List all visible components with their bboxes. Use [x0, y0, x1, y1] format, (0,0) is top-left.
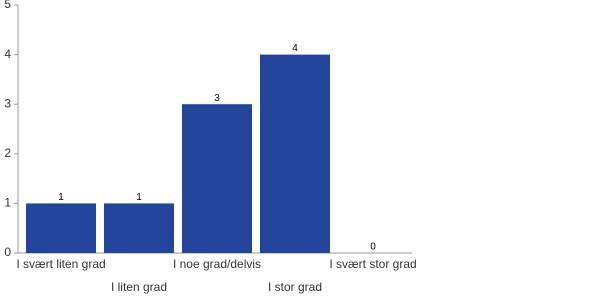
value-label: 4 [292, 43, 298, 54]
y-tick-label: 4 [4, 47, 11, 61]
y-tick-label: 5 [4, 0, 11, 11]
value-label: 3 [214, 93, 220, 104]
x-tick-label: I noe grad/delvis [173, 257, 261, 271]
y-tick-label: 3 [4, 96, 11, 110]
value-label: 1 [58, 192, 64, 203]
bar [26, 203, 96, 253]
x-tick-label: I stor grad [268, 280, 322, 294]
bar [104, 203, 174, 253]
value-label: 1 [136, 192, 142, 203]
y-tick-label: 1 [4, 196, 11, 210]
x-tick-label: I svært liten grad [16, 257, 105, 271]
y-tick-label: 0 [4, 245, 11, 259]
bar [182, 104, 252, 253]
y-tick-label: 2 [4, 146, 11, 160]
x-tick-label: I svært stor grad [329, 257, 416, 271]
value-label: 0 [370, 242, 376, 253]
x-tick-label: I liten grad [111, 280, 167, 294]
bar [260, 54, 330, 253]
